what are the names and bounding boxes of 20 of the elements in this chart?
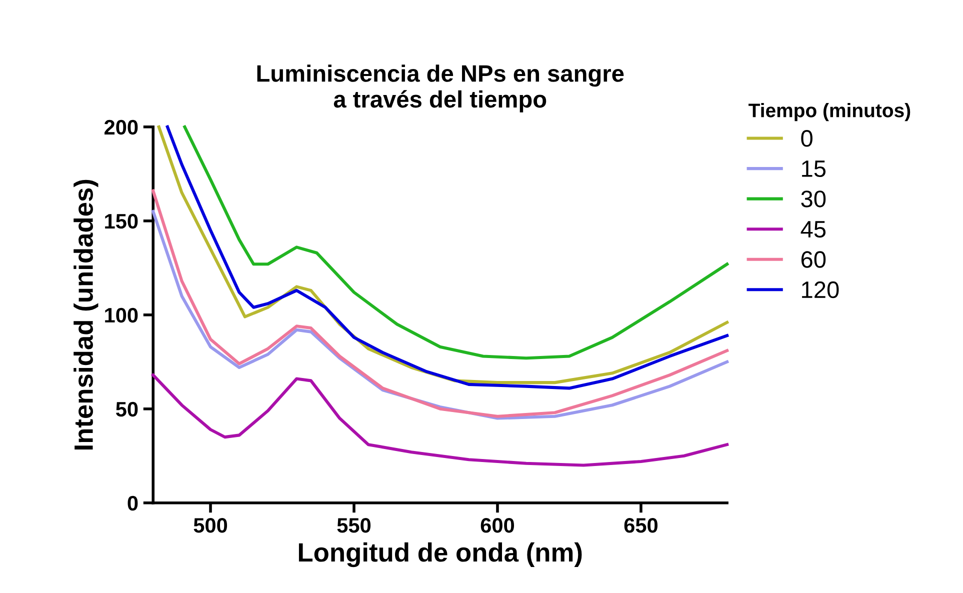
x-tick-label: 500: [194, 518, 228, 533]
legend-label: 30: [801, 190, 826, 208]
x-axis-title: Longitud de onda (nm): [298, 542, 582, 568]
x-tick-label: 550: [337, 518, 371, 533]
legend-title: Tiempo (minutos): [748, 103, 910, 122]
x-tick-label: 650: [624, 518, 658, 533]
legend-label: 45: [800, 221, 826, 238]
y-tick-label: 0: [128, 496, 138, 511]
y-tick-label: 150: [105, 214, 138, 229]
legend-label: 60: [801, 251, 826, 268]
chart-title: Luminiscencia de NPs en sangre a través del tiempo: [257, 64, 624, 112]
legend-label: 15: [802, 160, 826, 178]
y-axis-title: Intensidad (unidades): [74, 180, 98, 450]
y-tick-label: 100: [105, 308, 138, 323]
y-tick-label: 50: [116, 402, 138, 417]
line-series: [152, 374, 729, 467]
y-tick-label: 200: [104, 120, 138, 135]
x-tick-label: 600: [480, 518, 514, 533]
legend-label: 120: [802, 281, 839, 298]
legend-label: 0: [801, 130, 812, 147]
